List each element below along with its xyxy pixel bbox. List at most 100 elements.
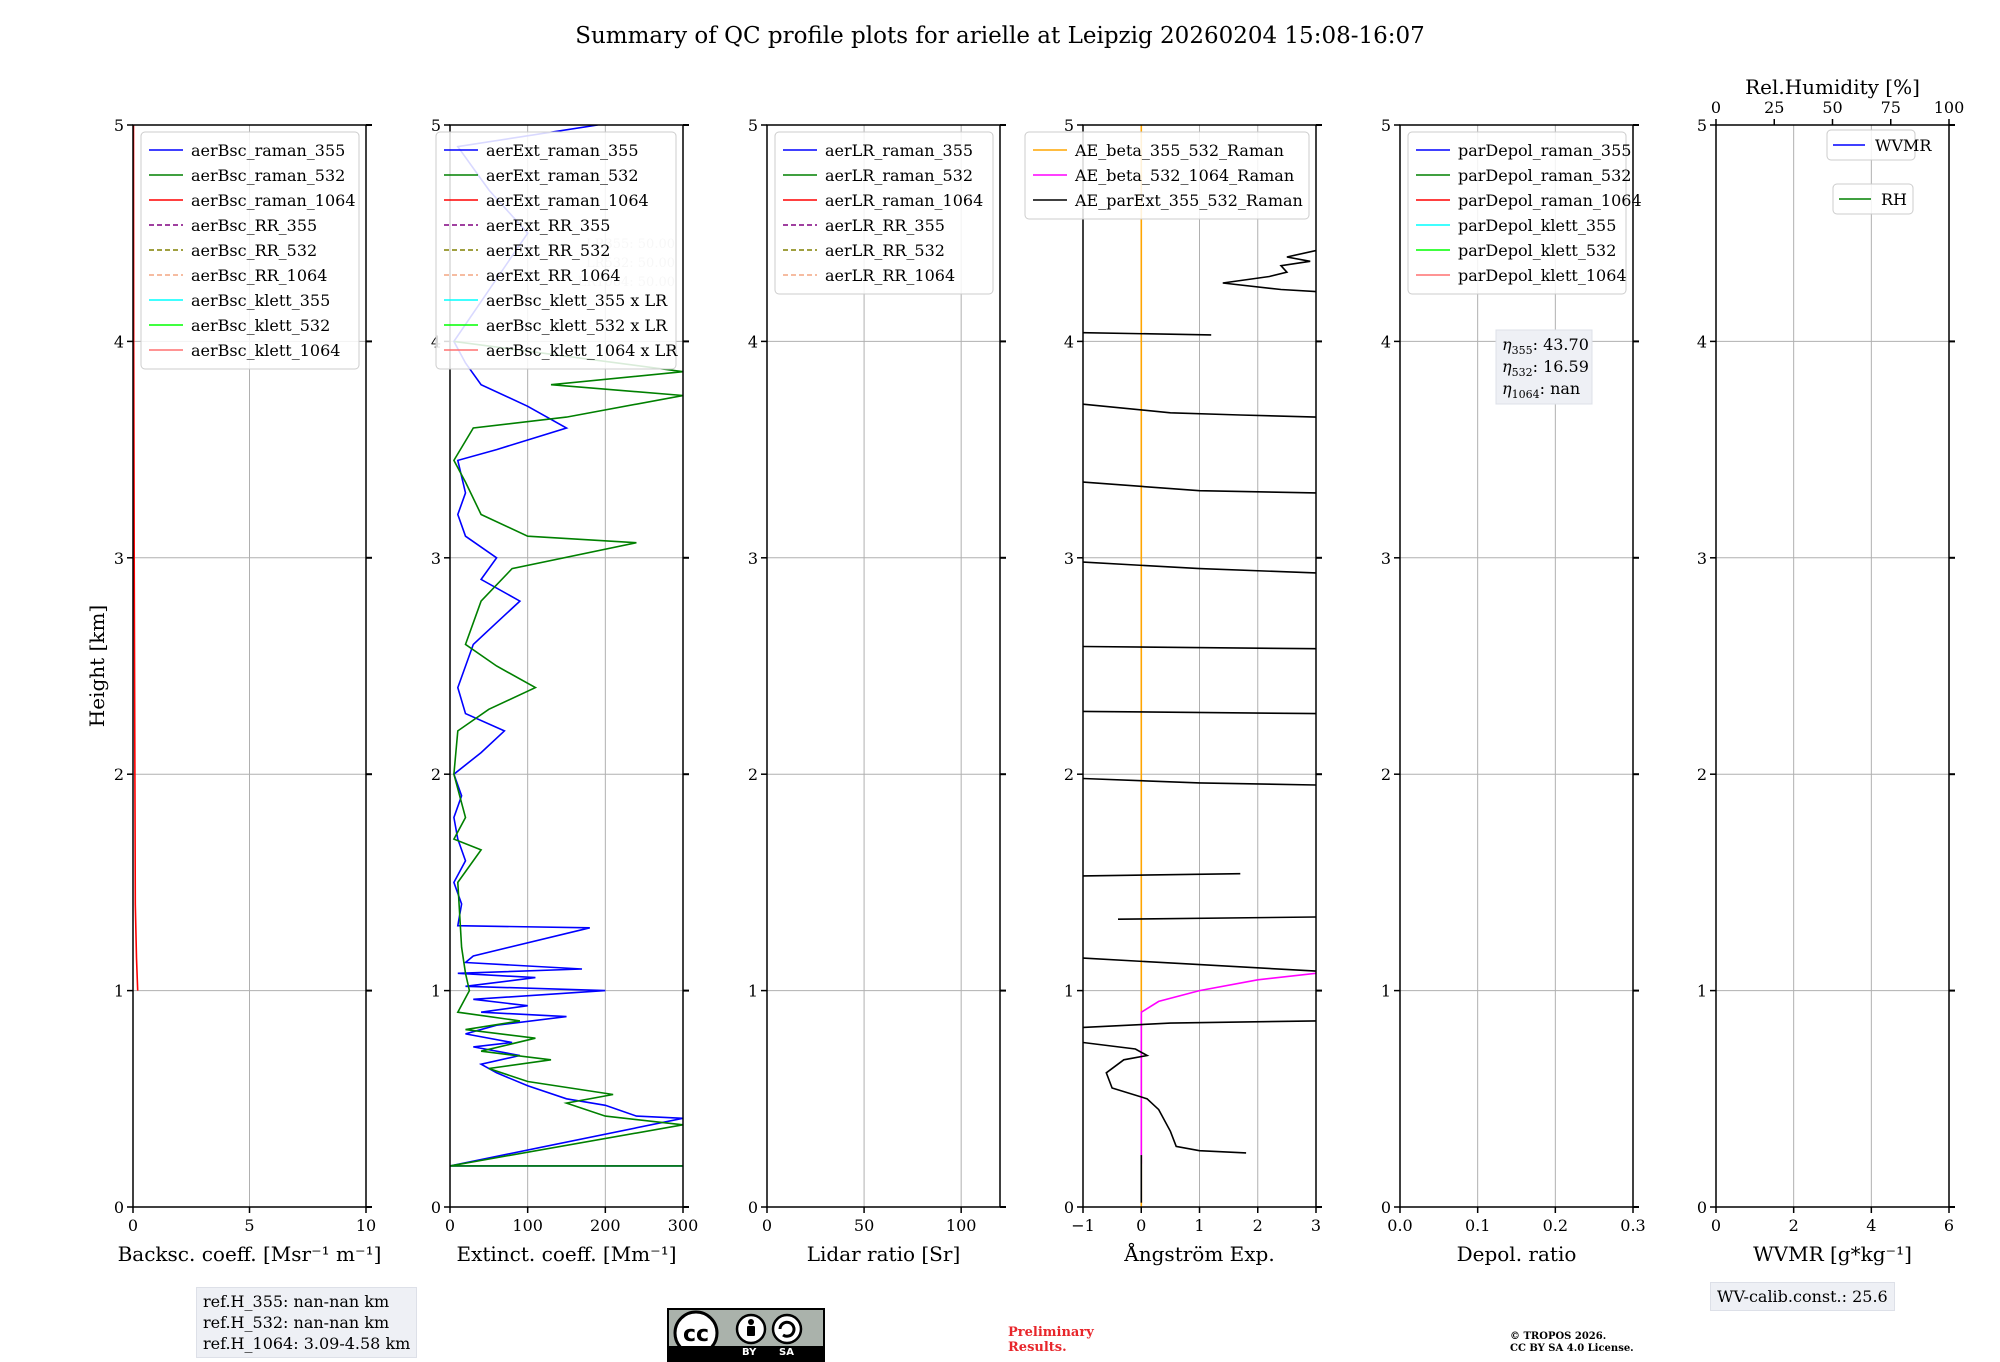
y-tick-label: 3 bbox=[1064, 549, 1074, 568]
legend-box bbox=[140, 131, 360, 370]
legend-label: aerBsc_RR_532 bbox=[191, 241, 317, 260]
top-tick-label: 25 bbox=[1764, 98, 1784, 117]
preliminary-line-1: Preliminary bbox=[1008, 1325, 1094, 1340]
y-tick-label: 5 bbox=[114, 116, 124, 135]
x-tick-label: 0.2 bbox=[1543, 1216, 1568, 1235]
legend-label: aerLR_RR_355 bbox=[825, 216, 945, 235]
legend-label: aerExt_raman_1064 bbox=[486, 191, 649, 210]
preliminary-line-2: Results. bbox=[1008, 1340, 1067, 1355]
panel-water_vapor: 0 2 4 6 0 1 2 3 4 5 WVMR [g*kg⁻¹] 0 25 50 75 100 Rel.Hum… bbox=[1697, 75, 1964, 1266]
ref-height-1064: ref.H_1064: 3.09-4.58 km bbox=[203, 1334, 411, 1353]
series-line-AE_parExt_355_532_Raman bbox=[1083, 561, 1316, 574]
legend-box bbox=[774, 131, 994, 295]
legend-label: aerBsc_RR_1064 bbox=[191, 266, 327, 285]
y-tick-label: 5 bbox=[1697, 116, 1707, 135]
tropos-license: CC BY SA 4.0 License. bbox=[1510, 1343, 1634, 1354]
series-line-AE_parExt_355_532_Raman bbox=[1083, 872, 1241, 877]
x-tick-label: 2 bbox=[1789, 1216, 1799, 1235]
y-tick-label: 3 bbox=[748, 549, 758, 568]
x-tick-label: 50 bbox=[854, 1216, 874, 1235]
series-line-AE_parExt_355_532_Raman bbox=[1083, 645, 1316, 650]
legend-label: RH bbox=[1881, 190, 1907, 209]
share-alike-icon bbox=[771, 1313, 803, 1345]
y-tick-label: 2 bbox=[748, 765, 758, 784]
axes-frame bbox=[449, 124, 684, 1208]
panel-depolarization: 0.0 0.1 0.2 0.3 0 1 2 3 4 5 Depol. ratio parDepol_r… bbox=[1381, 116, 1646, 1266]
legend-box bbox=[1832, 183, 1914, 215]
eta-value: η532: 16.59 bbox=[1502, 357, 1589, 379]
x-tick-label: 10 bbox=[356, 1216, 376, 1235]
x-tick-label: 4 bbox=[1866, 1216, 1876, 1235]
cc-mark: cc bbox=[683, 1322, 709, 1346]
legend-label: aerBsc_klett_355 x LR bbox=[486, 291, 668, 310]
x-tick-label: 0.0 bbox=[1387, 1216, 1412, 1235]
legend-label: AE_beta_355_532_Raman bbox=[1074, 141, 1284, 160]
y-tick-label: 4 bbox=[1064, 332, 1074, 351]
y-tick-label: 3 bbox=[114, 549, 124, 568]
x-axis-label: Depol. ratio bbox=[1457, 1242, 1577, 1266]
x-tick-label: 0.3 bbox=[1620, 1216, 1645, 1235]
series-line-aerExt_raman_355 bbox=[450, 125, 683, 1167]
y-tick-label: 4 bbox=[1697, 332, 1707, 351]
y-tick-label: 5 bbox=[1381, 116, 1391, 135]
top-tick-label: 0 bbox=[1711, 98, 1721, 117]
legend-label: aerBsc_klett_355 bbox=[191, 291, 330, 310]
legend-box bbox=[435, 131, 677, 370]
wv-calibration-constant: WV-calib.const.: 25.6 bbox=[1717, 1287, 1888, 1306]
y-tick-label: 0 bbox=[1381, 1198, 1391, 1217]
legend-label: aerLR_raman_1064 bbox=[825, 191, 983, 210]
panel-extinction: 0100200300012345Extinct. coeff. [Mm⁻¹]LR… bbox=[431, 116, 698, 1266]
y-tick-label: 4 bbox=[1381, 332, 1391, 351]
eta-value: η355: 43.70 bbox=[1502, 335, 1589, 357]
badge-by-label: BY bbox=[742, 1347, 757, 1358]
y-tick-label: 1 bbox=[1064, 982, 1074, 1001]
legend-label: aerLR_raman_532 bbox=[825, 166, 973, 185]
x-axis-label: Backsc. coeff. [Msr⁻¹ m⁻¹] bbox=[118, 1242, 382, 1266]
x-axis-label: WVMR [g*kg⁻¹] bbox=[1753, 1242, 1912, 1266]
y-tick-label: 3 bbox=[1697, 549, 1707, 568]
y-tick-label: 2 bbox=[1381, 765, 1391, 784]
legend-label: parDepol_klett_532 bbox=[1458, 241, 1616, 260]
series-line-AE_parExt_355_532_Raman bbox=[1083, 331, 1212, 336]
y-tick-label: 1 bbox=[114, 982, 124, 1001]
cc-logo-icon: cc bbox=[673, 1310, 803, 1346]
axes-frame bbox=[1715, 124, 1950, 1208]
legend-label: aerBsc_klett_532 x LR bbox=[486, 316, 668, 335]
y-tick-label: 0 bbox=[114, 1198, 124, 1217]
x-tick-label: 200 bbox=[590, 1216, 621, 1235]
y-tick-label: 2 bbox=[1064, 765, 1074, 784]
creative-commons-badge: cc BY SA bbox=[667, 1308, 825, 1362]
figure-title: Summary of QC profile plots for arielle … bbox=[575, 23, 1425, 49]
x-tick-label: 1 bbox=[1194, 1216, 1204, 1235]
y-tick-label: 2 bbox=[1697, 765, 1707, 784]
series-line-AE_beta_532_1064_Raman bbox=[1140, 972, 1316, 1164]
legend-label: aerLR_RR_1064 bbox=[825, 266, 955, 285]
x-axis-label: Lidar ratio [Sr] bbox=[807, 1242, 961, 1266]
x-tick-label: 0.1 bbox=[1465, 1216, 1490, 1235]
x-tick-label: 0 bbox=[128, 1216, 138, 1235]
legend-label: parDepol_klett_355 bbox=[1458, 216, 1616, 235]
y-tick-label: 1 bbox=[1697, 982, 1707, 1001]
top-tick-label: 50 bbox=[1822, 98, 1842, 117]
y-tick-label: 0 bbox=[431, 1198, 441, 1217]
x-tick-label: 2 bbox=[1253, 1216, 1263, 1235]
plot-area bbox=[450, 125, 683, 1167]
x-tick-label: 5 bbox=[244, 1216, 254, 1235]
legend-label: aerExt_raman_355 bbox=[486, 141, 639, 160]
y-tick-label: 0 bbox=[748, 1198, 758, 1217]
legend-label: aerLR_raman_355 bbox=[825, 141, 973, 160]
preliminary-results-note: Preliminary Results. bbox=[1008, 1325, 1094, 1355]
reference-height-box: ref.H_355: nan-nan km ref.H_532: nan-nan… bbox=[196, 1287, 418, 1358]
top-tick-label: 75 bbox=[1881, 98, 1901, 117]
y-tick-label: 4 bbox=[114, 332, 124, 351]
x-tick-label: 300 bbox=[668, 1216, 699, 1235]
legend-label: WVMR bbox=[1875, 136, 1932, 155]
x-tick-label: 3 bbox=[1311, 1216, 1321, 1235]
legend-box bbox=[1024, 131, 1310, 220]
series-line-AE_parExt_355_532_Raman bbox=[1083, 481, 1316, 494]
x-tick-label: −1 bbox=[1071, 1216, 1095, 1235]
y-tick-label: 1 bbox=[1381, 982, 1391, 1001]
legend-label: aerBsc_klett_532 bbox=[191, 316, 330, 335]
